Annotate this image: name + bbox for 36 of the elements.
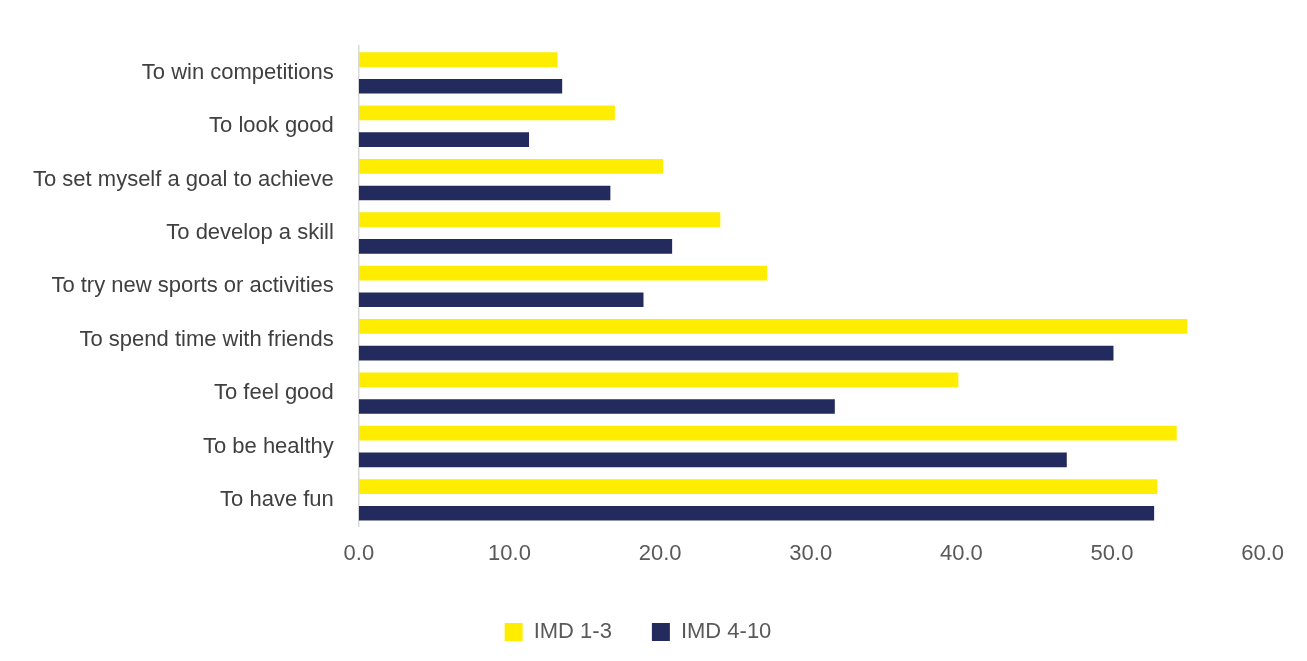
bar: [358, 158, 664, 174]
bar: [358, 372, 959, 388]
x-tick-label: 30.0: [789, 539, 833, 565]
bar: [358, 479, 1158, 494]
y-tick-label: To win competitions: [141, 58, 334, 84]
y-tick-label: To set myself a goal to achieve: [33, 165, 334, 191]
bar: [358, 319, 1188, 334]
bar: [358, 265, 768, 281]
y-tick-label: To develop a skill: [166, 219, 334, 245]
y-tick-label: To have fun: [220, 485, 334, 511]
bar: [358, 292, 644, 308]
y-tick-label: To look good: [209, 112, 334, 138]
y-tick-label: To try new sports or activities: [51, 272, 334, 298]
x-tick-label: 50.0: [1090, 539, 1134, 565]
bar: [358, 399, 835, 414]
bar: [358, 452, 1067, 468]
x-tick-label: 10.0: [488, 539, 531, 565]
bar: [358, 78, 563, 94]
legend-label: IMD 1-3: [533, 618, 612, 644]
y-tick-label: To spend time with friends: [79, 325, 334, 351]
bar: [358, 212, 721, 228]
bar: [358, 52, 558, 67]
bar: [358, 425, 1177, 441]
bar: [358, 505, 1155, 521]
bar: [358, 132, 530, 147]
bar: [358, 239, 673, 254]
legend-label: IMD 4-10: [680, 618, 772, 644]
bar: [358, 105, 615, 121]
y-tick-label: To feel good: [213, 379, 334, 405]
y-tick-label: To be healthy: [202, 432, 334, 458]
x-tick-label: 40.0: [939, 539, 983, 565]
bar: [358, 185, 611, 201]
bar: [358, 345, 1114, 361]
x-tick-label: 0.0: [343, 539, 375, 565]
x-tick-label: 60.0: [1241, 539, 1284, 565]
x-tick-label: 20.0: [638, 539, 682, 565]
